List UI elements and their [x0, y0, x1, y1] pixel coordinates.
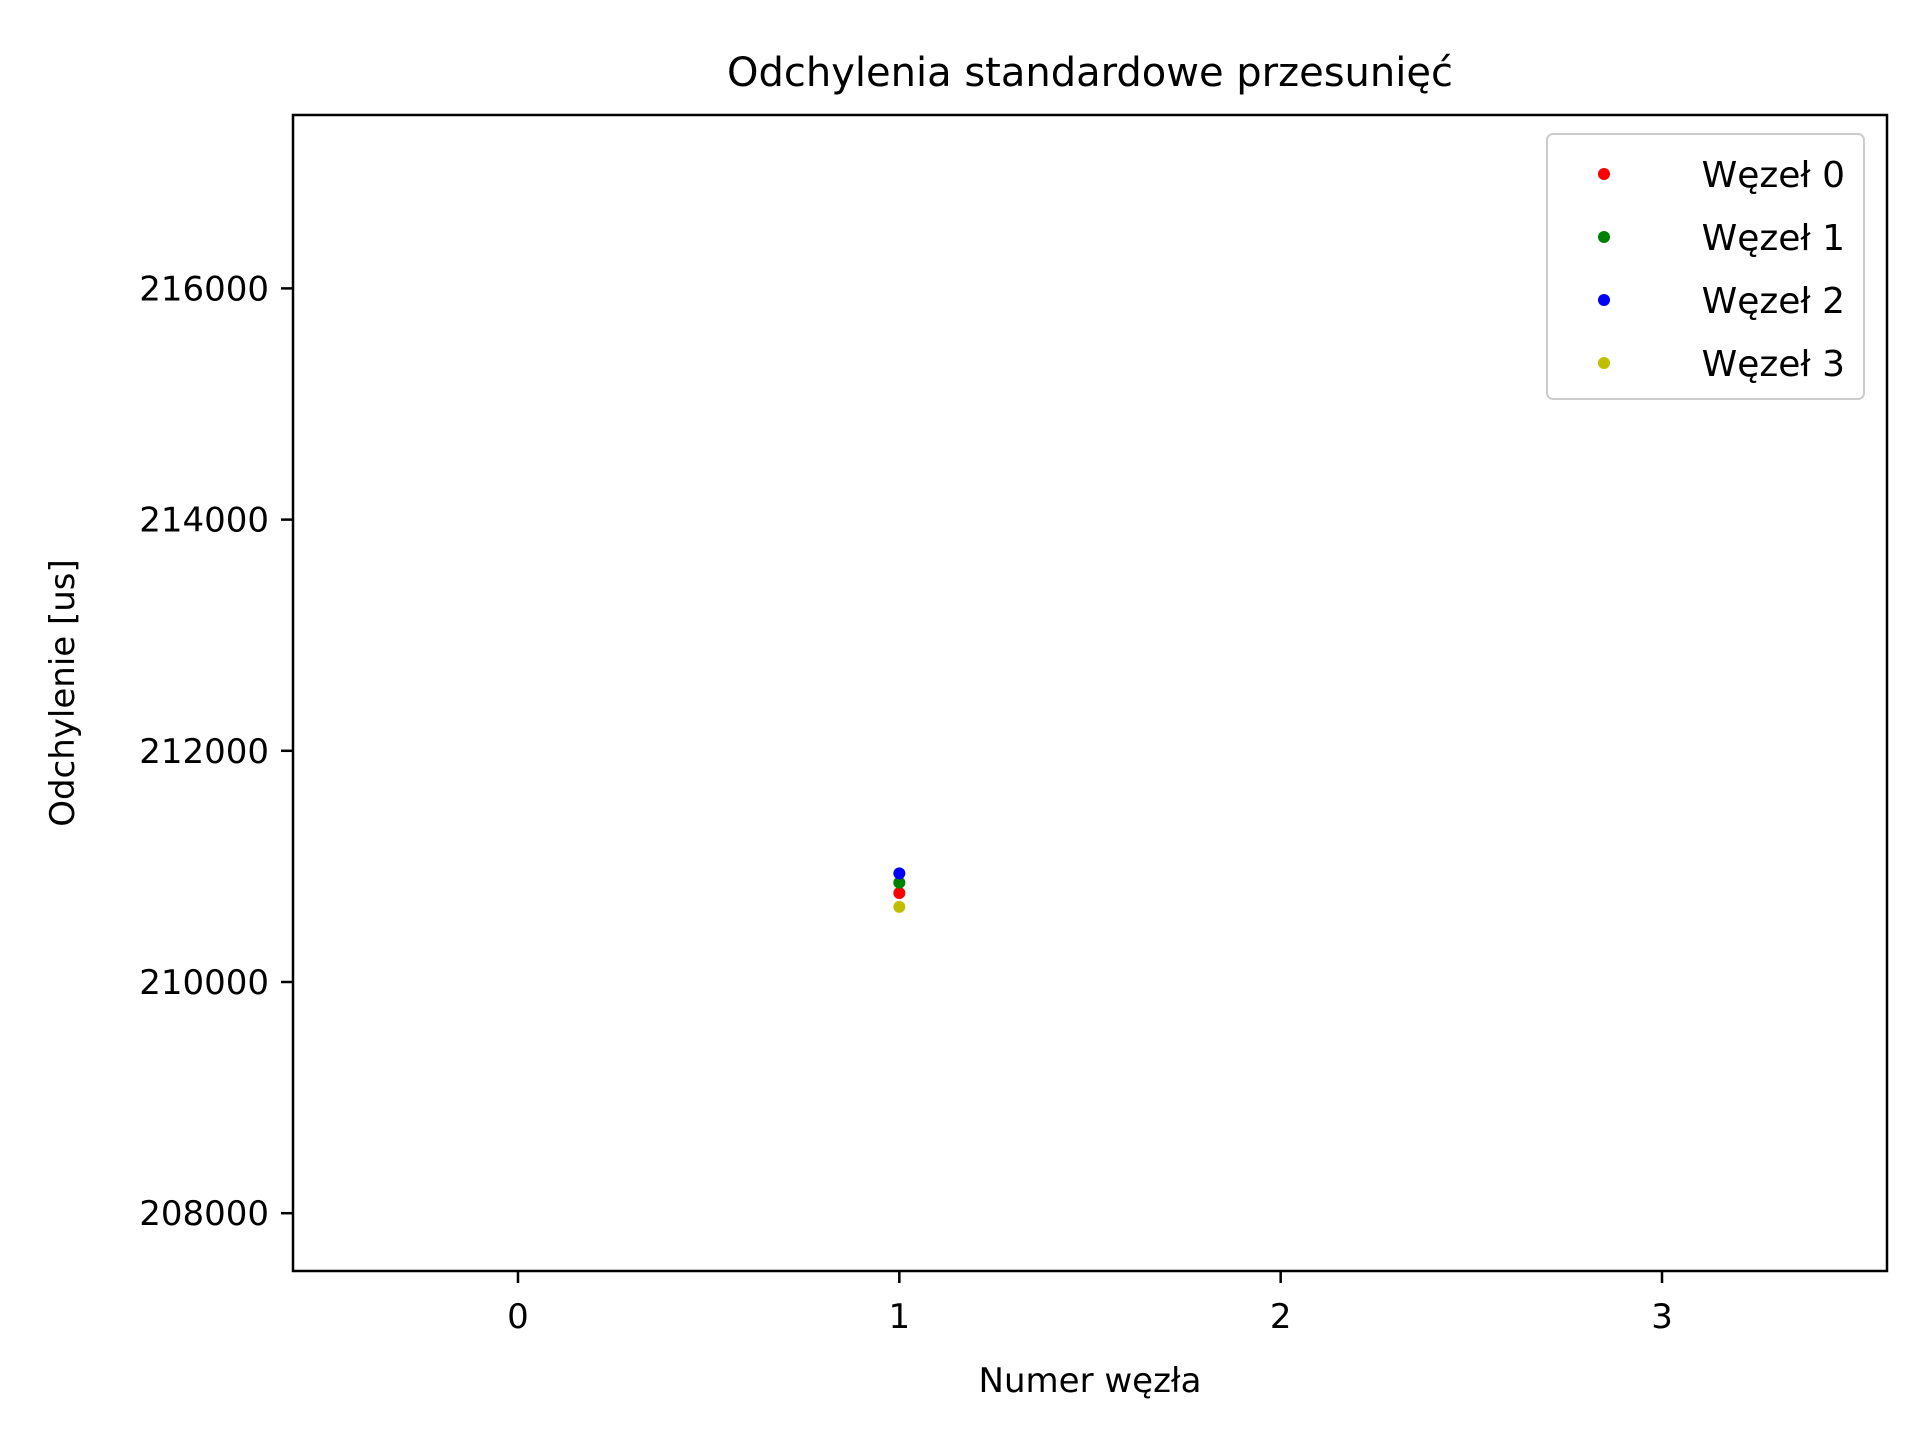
- x-axis-label: Numer węzła: [979, 1361, 1202, 1401]
- y-tick-label-0: 208000: [139, 1194, 269, 1234]
- x-tick-label-3: 3: [1651, 1297, 1673, 1337]
- x-tick-label-1: 1: [889, 1297, 911, 1337]
- legend-label-3: Węzeł 3: [1702, 344, 1845, 385]
- legend: Węzeł 0 Węzeł 1 Węzeł 2 Węzeł 3: [1546, 133, 1865, 400]
- legend-label-2: Węzeł 2: [1702, 281, 1845, 322]
- chart-title: Odchylenia standardowe przesunięć: [727, 50, 1453, 96]
- y-tick-label-2: 212000: [139, 732, 269, 772]
- legend-marker-3: [1598, 357, 1610, 369]
- y-tick-label-1: 210000: [139, 963, 269, 1003]
- data-point-series-3-0: [893, 900, 906, 913]
- y-tick-label-3: 214000: [139, 501, 269, 541]
- data-point-series-1-0: [893, 876, 906, 889]
- x-axis-ticks: 0 1 2 3: [507, 1271, 1673, 1337]
- legend-marker-0: [1598, 168, 1610, 180]
- legend-label-1: Węzeł 1: [1702, 218, 1845, 259]
- y-axis-ticks: 208000 210000 212000 214000 216000: [139, 269, 293, 1234]
- data-points: [893, 867, 906, 913]
- data-point-series-0-0: [893, 886, 906, 899]
- legend-box: [1546, 133, 1865, 400]
- legend-marker-2: [1598, 294, 1610, 306]
- y-tick-label-4: 216000: [139, 269, 269, 309]
- legend-label-0: Węzeł 0: [1702, 155, 1845, 196]
- x-tick-label-0: 0: [507, 1297, 529, 1337]
- y-axis-label: Odchylenie [us]: [43, 559, 83, 827]
- legend-marker-1: [1598, 231, 1610, 243]
- x-tick-label-2: 2: [1270, 1297, 1292, 1337]
- data-point-series-2-0: [893, 867, 906, 880]
